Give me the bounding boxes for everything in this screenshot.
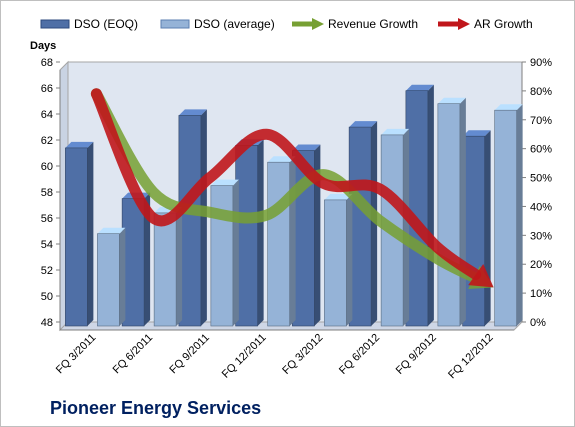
y-tick-label: 68	[41, 57, 53, 69]
bar-dso-average	[210, 179, 239, 327]
y2-tick-label: 30%	[530, 230, 552, 242]
y-axis-label: Days	[30, 40, 57, 52]
y2-tick-labels: 0% 10% 20% 30% 40% 50% 60% 70% 80% 90%	[530, 57, 552, 329]
bar-dso-average	[324, 193, 353, 327]
x-tick-label: FQ 12/2012	[446, 332, 496, 382]
y-tick-label: 48	[41, 317, 53, 329]
y2-tick-label: 50%	[530, 173, 552, 185]
bar-dso-average	[153, 206, 183, 327]
y-tick-label: 52	[41, 265, 53, 277]
x-tick-label: FQ 3/2012	[280, 332, 325, 377]
x-tick-label: FQ 9/2011	[167, 332, 212, 377]
bars	[65, 84, 523, 327]
legend-label-dso-eoq: DSO (EOQ)	[74, 17, 139, 31]
bar-dso-average	[267, 156, 296, 327]
bar-dso-eoq	[235, 139, 264, 327]
legend-label-dso-average: DSO (average)	[194, 17, 275, 31]
y-tick-label: 60	[41, 161, 53, 173]
bar-dso-eoq	[462, 130, 491, 327]
bar-dso-average	[97, 227, 126, 327]
y2-tick-label: 80%	[530, 86, 552, 98]
x-tick-label: FQ 6/2011	[111, 332, 156, 377]
y2-tick-label: 20%	[530, 259, 552, 271]
x-tick-label: FQ 3/2011	[54, 332, 99, 377]
bar-dso-average	[380, 128, 410, 327]
y-tick-label: 56	[41, 213, 53, 225]
chart-title: Pioneer Energy Services	[50, 398, 262, 418]
y-tick-label: 50	[41, 291, 53, 303]
legend-swatch-dso-average	[160, 19, 190, 29]
line-ar-growth	[90, 88, 482, 281]
bar-dso-eoq	[348, 121, 378, 327]
y2-tick-label: 70%	[530, 115, 552, 127]
line-revenue-growth	[90, 88, 480, 283]
y2-tick-label: 0%	[530, 317, 546, 329]
legend-swatch-ar-growth	[438, 18, 470, 30]
bar-dso-average	[437, 97, 466, 327]
legend-swatch-revenue-growth	[292, 18, 324, 30]
y2-tick-label: 90%	[530, 57, 552, 69]
y2-tick-label: 40%	[530, 201, 552, 213]
series-lines	[90, 88, 494, 289]
y2-tick-label: 10%	[530, 288, 552, 300]
x-tick-label: FQ 9/2012	[394, 332, 439, 377]
bar-dso-eoq	[178, 109, 207, 327]
y2-tick-label: 60%	[530, 144, 552, 156]
y-tick-label: 62	[41, 135, 53, 147]
x-tick-label: FQ 6/2012	[337, 332, 382, 377]
y-tick-label: 58	[41, 187, 53, 199]
legend-label-ar-growth: AR Growth	[474, 17, 533, 31]
arrowhead-ar-growth	[468, 263, 494, 288]
x-tick-labels: FQ 3/2011 FQ 6/2011 FQ 9/2011 FQ 12/2011 FQ …	[54, 332, 496, 382]
legend-swatch-dso-eoq	[40, 19, 70, 29]
y-tick-labels: 48 50 52 54 56 58 60 62 64 66 68	[41, 57, 53, 329]
y-tick-label: 64	[41, 109, 53, 121]
bar-dso-average	[494, 104, 523, 327]
legend-label-revenue-growth: Revenue Growth	[328, 17, 419, 31]
legend: DSO (EOQ) DSO (average) Revenue Growth A…	[0, 0, 575, 31]
bar-dso-eoq	[65, 141, 94, 327]
y-tick-label: 66	[41, 83, 53, 95]
x-tick-label: FQ 12/2011	[220, 332, 269, 381]
y-tick-label: 54	[41, 239, 53, 251]
bar-dso-eoq	[121, 192, 151, 327]
bar-dso-eoq	[405, 84, 434, 327]
